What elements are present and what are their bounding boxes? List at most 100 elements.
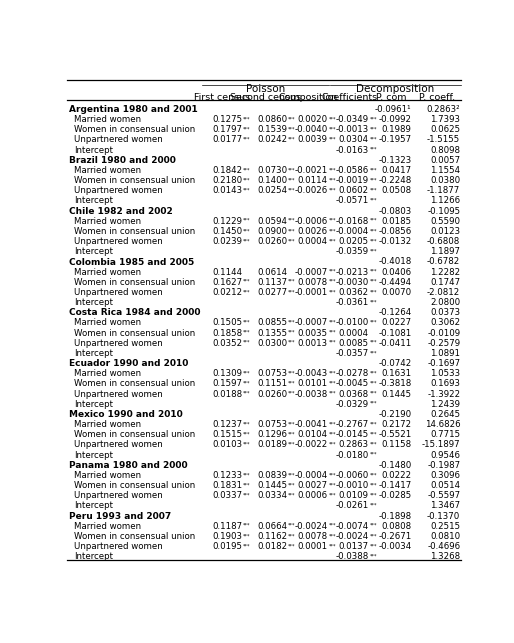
Text: -0.0045: -0.0045 [336,379,369,388]
Text: 1.1897: 1.1897 [430,248,460,257]
Text: Intercept: Intercept [75,349,113,358]
Text: 0.0362: 0.0362 [339,288,369,297]
Text: ***: *** [328,482,336,487]
Text: ***: *** [370,147,377,152]
Text: 1.0891: 1.0891 [430,349,460,358]
Text: 14.6826: 14.6826 [425,420,460,429]
Text: ***: *** [243,442,251,447]
Text: Intercept: Intercept [75,502,113,511]
Text: 0.0368: 0.0368 [339,390,369,399]
Text: ***: *** [288,472,296,477]
Text: ***: *** [288,523,296,528]
Text: ***: *** [370,218,377,223]
Text: 0.0304: 0.0304 [339,136,369,145]
Text: -0.0038: -0.0038 [295,390,328,399]
Text: 0.0808: 0.0808 [381,521,411,530]
Text: ***: *** [328,472,336,477]
Text: -0.0278: -0.0278 [336,369,369,378]
Text: 0.1831: 0.1831 [212,481,243,490]
Text: 0.8098: 0.8098 [430,145,460,154]
Text: -0.0040: -0.0040 [295,125,328,134]
Text: -0.0024: -0.0024 [336,532,369,541]
Text: Women in consensual union: Women in consensual union [75,329,195,338]
Text: ***: *** [370,350,377,355]
Text: Panama 1980 and 2000: Panama 1980 and 2000 [69,461,188,470]
Text: 0.1693: 0.1693 [430,379,460,388]
Text: Mexico 1990 and 2010: Mexico 1990 and 2010 [69,410,182,419]
Text: -0.5597: -0.5597 [427,491,460,500]
Text: 0.0810: 0.0810 [430,532,460,541]
Text: ***: *** [370,320,377,325]
Text: -0.4018: -0.4018 [378,257,411,266]
Text: ***: *** [370,269,377,274]
Text: 0.1237: 0.1237 [212,420,243,429]
Text: -0.0349: -0.0349 [336,115,369,124]
Text: 0.0277: 0.0277 [258,288,287,297]
Text: ***: *** [370,299,377,304]
Text: Argentina 1980 and 2001: Argentina 1980 and 2001 [69,105,198,114]
Text: 0.2180: 0.2180 [212,176,243,185]
Text: ***: *** [370,503,377,507]
Text: ***: *** [328,523,336,528]
Text: -0.0168: -0.0168 [336,217,369,226]
Text: Women in consensual union: Women in consensual union [75,379,195,388]
Text: -0.1697: -0.1697 [427,359,460,368]
Text: -0.2248: -0.2248 [378,176,411,185]
Text: -0.0010: -0.0010 [336,481,369,490]
Text: ***: *** [370,188,377,192]
Text: -0.0043: -0.0043 [295,369,328,378]
Text: -0.0285: -0.0285 [378,491,411,500]
Text: 1.2439: 1.2439 [430,400,460,409]
Text: ***: *** [243,381,251,386]
Text: 0.0373: 0.0373 [430,308,460,317]
Text: 0.0035: 0.0035 [298,329,328,338]
Text: ***: *** [243,320,251,325]
Text: 0.0078: 0.0078 [298,278,328,287]
Text: -0.1370: -0.1370 [427,512,460,521]
Text: 0.0753: 0.0753 [258,369,287,378]
Text: ***: *** [243,279,251,284]
Text: -0.0100: -0.0100 [336,318,369,327]
Text: Ecuador 1990 and 2010: Ecuador 1990 and 2010 [69,359,188,368]
Text: 1.1266: 1.1266 [430,197,460,206]
Text: Unpartnered women: Unpartnered women [75,542,163,551]
Text: ***: *** [328,370,336,376]
Text: 0.0406: 0.0406 [381,267,411,276]
Text: Intercept: Intercept [75,552,113,561]
Text: -0.0004: -0.0004 [295,471,328,480]
Text: ***: *** [243,543,251,548]
Text: ***: *** [370,381,377,386]
Text: ***: *** [288,137,296,141]
Text: ***: *** [370,543,377,548]
Text: 0.0177: 0.0177 [212,136,243,145]
Text: ***: *** [328,188,336,192]
Text: 0.0189: 0.0189 [258,440,287,449]
Text: 0.1515: 0.1515 [212,430,243,439]
Text: -0.0742: -0.0742 [378,359,411,368]
Text: 0.0860: 0.0860 [258,115,287,124]
Text: Colombia 1985 and 2005: Colombia 1985 and 2005 [69,257,194,266]
Text: Poisson: Poisson [246,84,285,95]
Text: 0.0352: 0.0352 [212,339,243,348]
Text: ***: *** [370,116,377,122]
Text: ***: *** [288,167,296,172]
Text: -0.5521: -0.5521 [378,430,411,439]
Text: 1.1554: 1.1554 [430,166,460,175]
Text: -0.0586: -0.0586 [336,166,369,175]
Text: 0.1275: 0.1275 [212,115,243,124]
Text: ***: *** [288,320,296,325]
Text: 0.1627: 0.1627 [212,278,243,287]
Text: 0.1450: 0.1450 [212,227,243,236]
Text: 0.1445: 0.1445 [258,481,287,490]
Text: -0.0132: -0.0132 [378,237,411,246]
Text: 0.3096: 0.3096 [430,471,460,480]
Text: ***: *** [288,127,296,132]
Text: 0.2515: 0.2515 [430,521,460,530]
Text: 0.1445: 0.1445 [381,390,411,399]
Text: 0.0195: 0.0195 [212,542,243,551]
Text: ***: *** [243,472,251,477]
Text: 0.0123: 0.0123 [430,227,460,236]
Text: Chile 1982 and 2002: Chile 1982 and 2002 [69,206,173,215]
Text: Women in consensual union: Women in consensual union [75,430,195,439]
Text: -0.0361: -0.0361 [336,298,369,307]
